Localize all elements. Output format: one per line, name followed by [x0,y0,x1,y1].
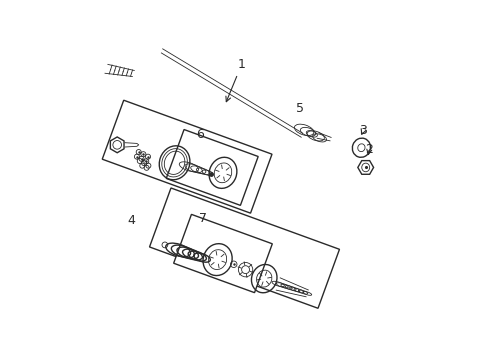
Text: 1: 1 [225,58,245,102]
Text: 5: 5 [295,102,304,115]
Polygon shape [149,188,339,308]
Polygon shape [102,100,271,213]
Text: 3: 3 [359,124,366,137]
Polygon shape [173,214,272,293]
Text: 6: 6 [195,128,203,141]
Text: 4: 4 [127,214,135,227]
Text: 7: 7 [198,212,206,225]
Text: 2: 2 [365,143,372,156]
Polygon shape [166,130,258,205]
